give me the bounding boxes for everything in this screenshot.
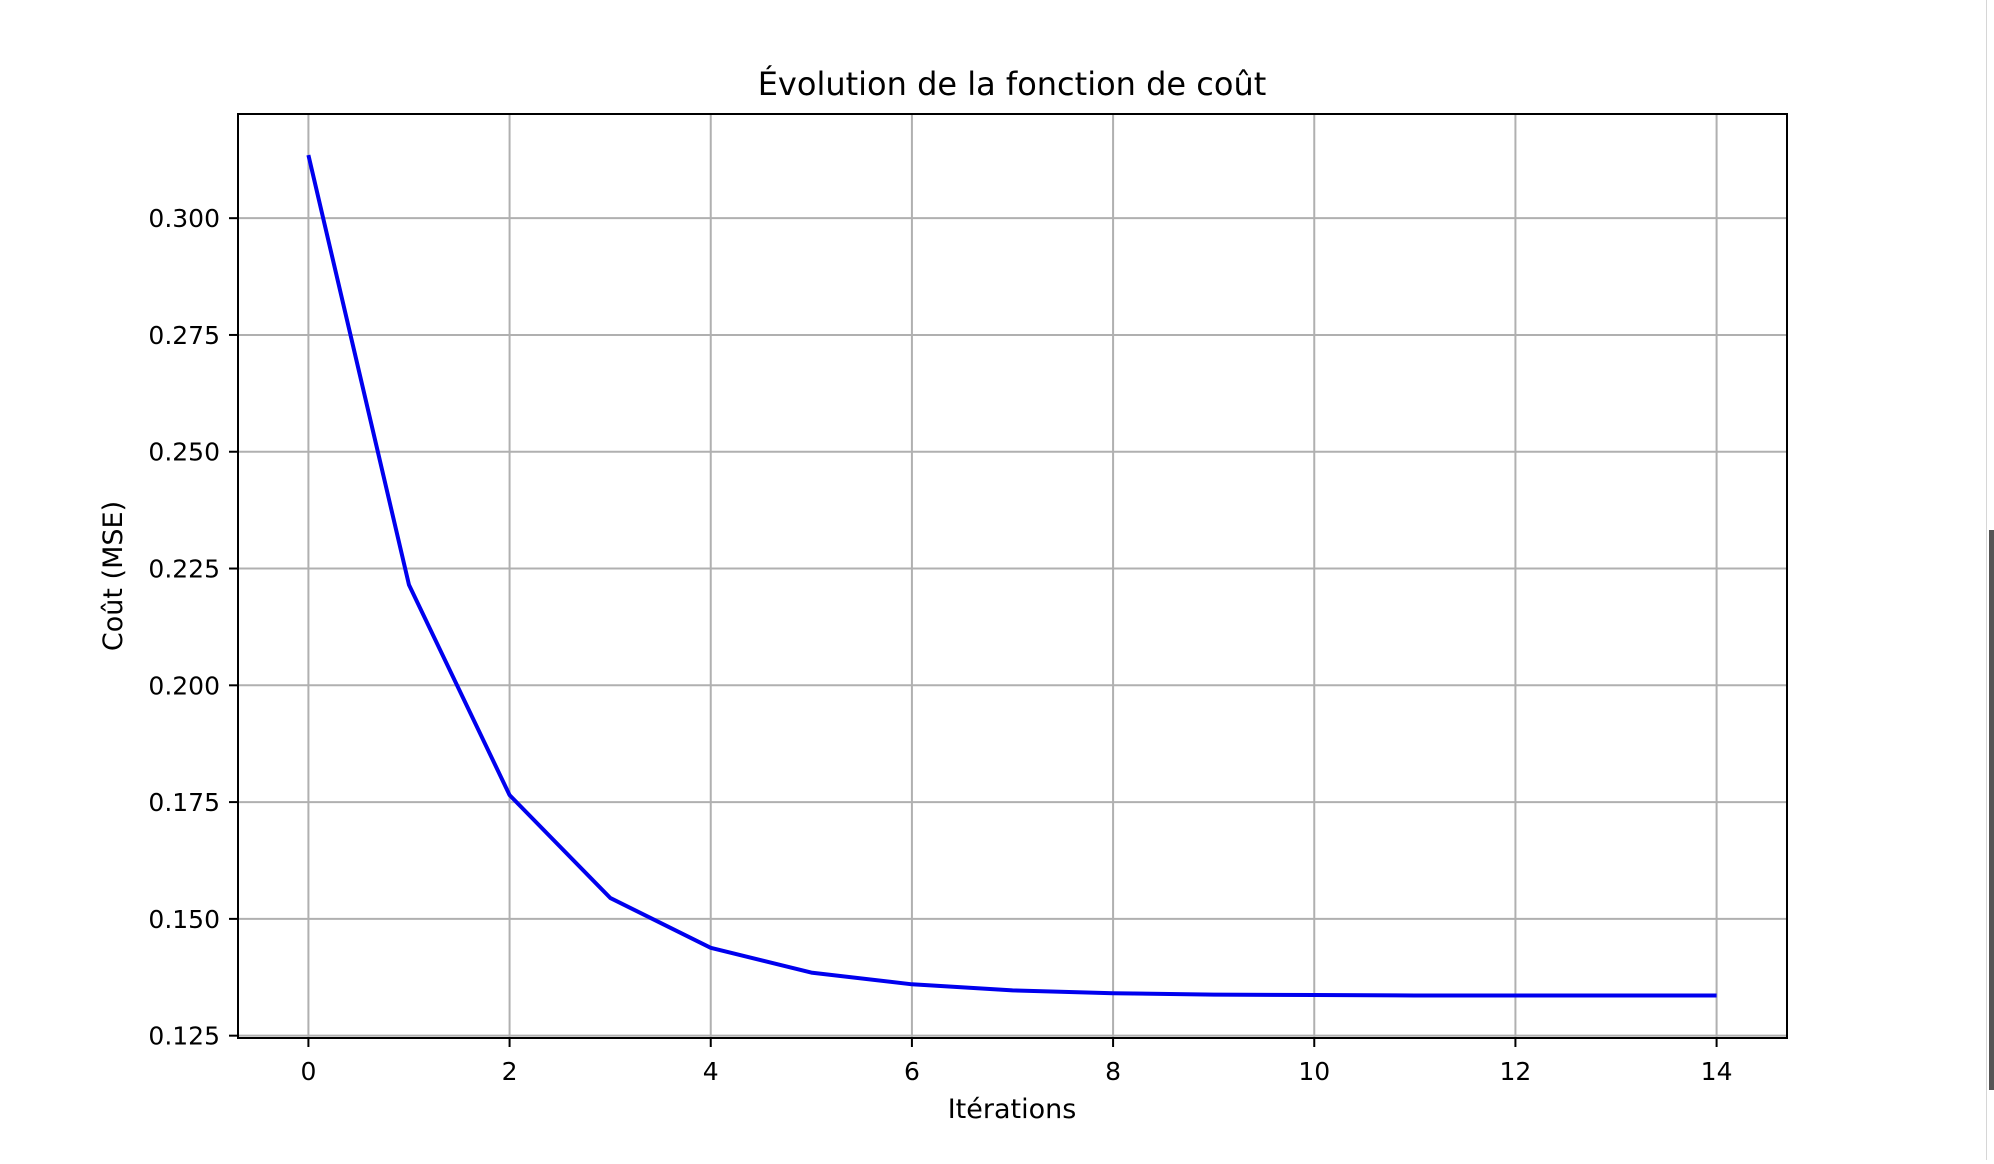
x-tick-label: 10 (1298, 1057, 1330, 1086)
y-tick-label: 0.175 (148, 788, 220, 817)
y-tick-label: 0.200 (148, 671, 220, 700)
x-tick-label: 0 (300, 1057, 316, 1086)
y-tick-label: 0.125 (148, 1022, 220, 1051)
x-tick-label: 4 (703, 1057, 719, 1086)
x-tick-label: 14 (1701, 1057, 1733, 1086)
y-tick-label: 0.275 (148, 321, 220, 350)
y-tick-label: 0.225 (148, 555, 220, 584)
scrollbar-thumb[interactable] (1989, 530, 1994, 1090)
x-axis-label: Itérations (948, 1094, 1077, 1125)
window-edge (1986, 0, 1994, 1160)
x-tick-label: 2 (502, 1057, 518, 1086)
x-tick-label: 12 (1500, 1057, 1532, 1086)
chart-title: Évolution de la fonction de coût (758, 65, 1267, 103)
y-tick-label: 0.250 (148, 438, 220, 467)
x-tick-label: 8 (1105, 1057, 1121, 1086)
y-tick-label: 0.300 (148, 204, 220, 233)
y-axis-label: Coût (MSE) (98, 501, 129, 651)
x-tick-label: 6 (904, 1057, 920, 1086)
y-tick-label: 0.150 (148, 905, 220, 934)
